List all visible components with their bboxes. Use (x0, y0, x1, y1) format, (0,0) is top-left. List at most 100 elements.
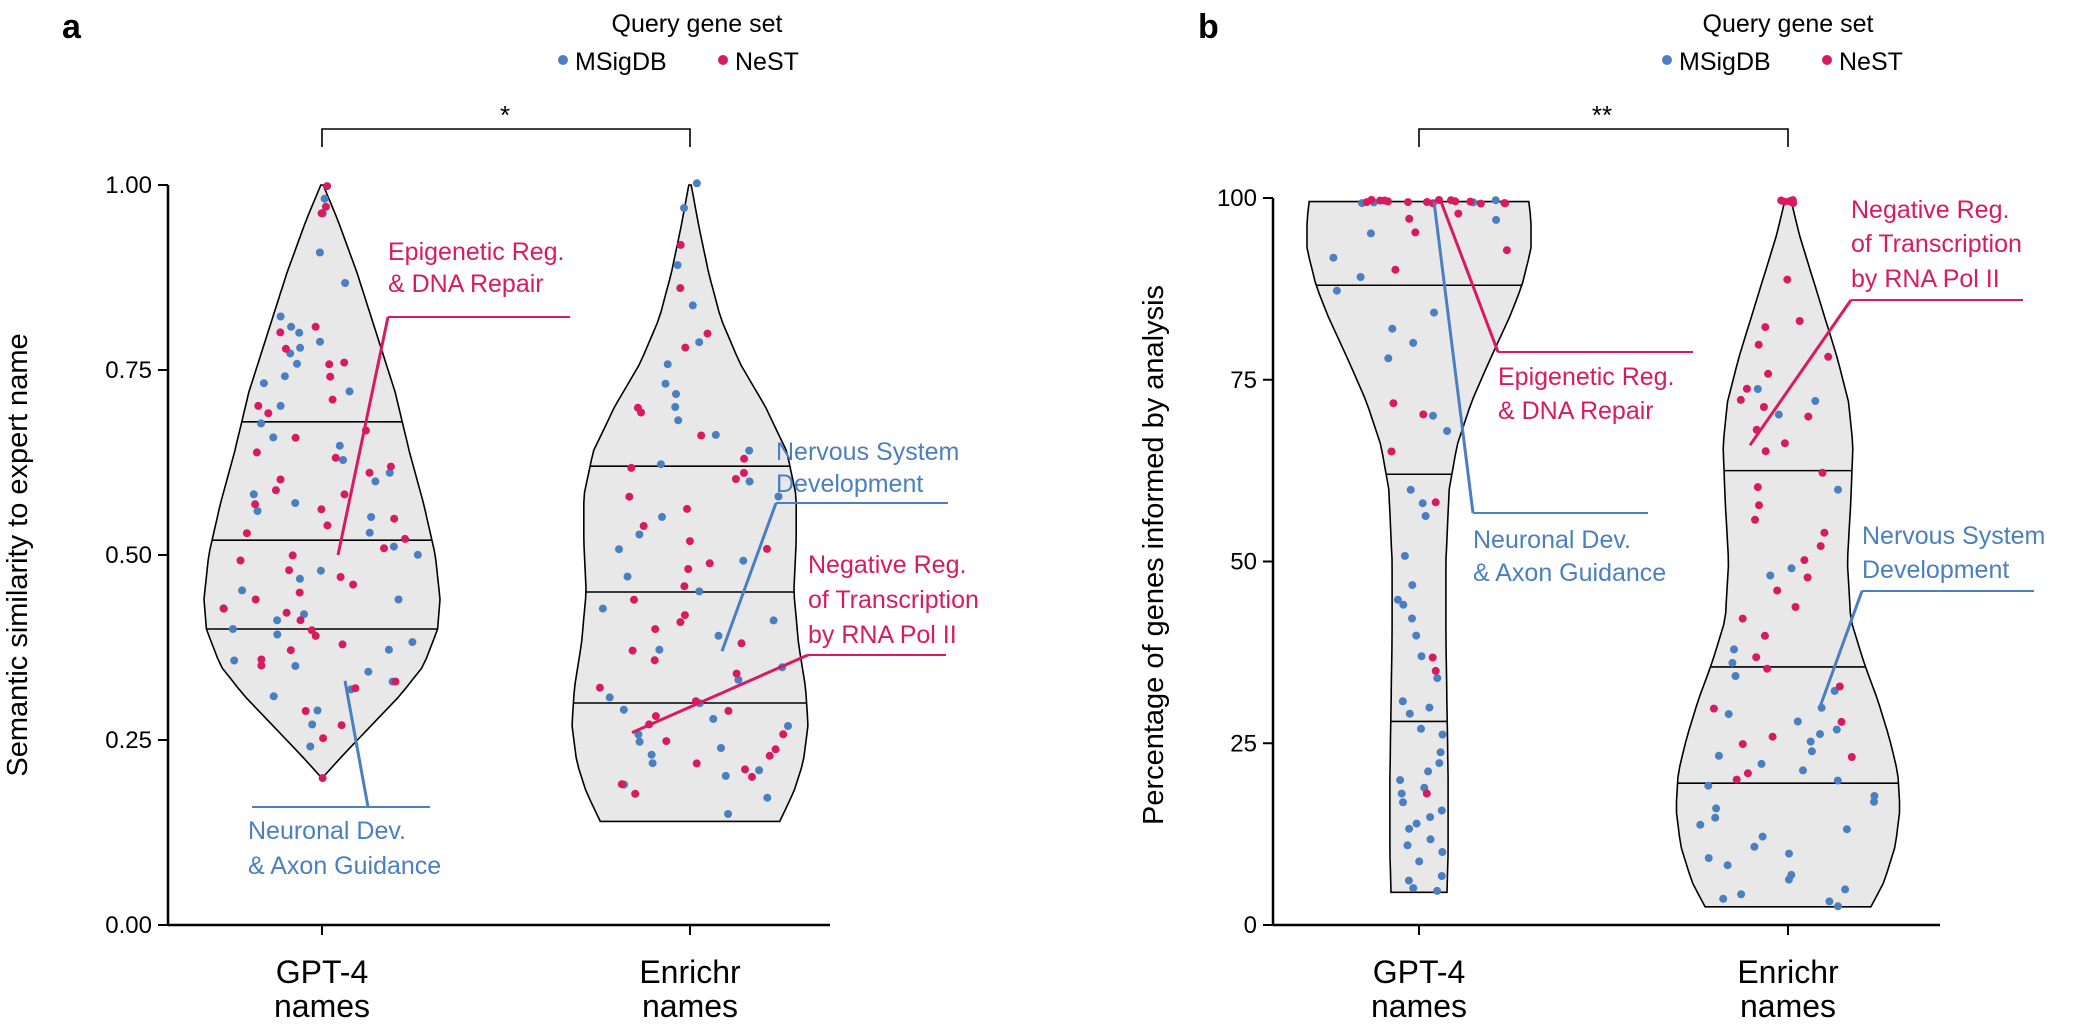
data-point-nest (328, 395, 337, 404)
data-point-nest (1754, 340, 1763, 349)
data-point-msigdb (1417, 724, 1425, 733)
data-point-nest (740, 454, 749, 463)
data-point-msigdb (1753, 385, 1762, 393)
data-point-msigdb (1724, 710, 1733, 719)
data-point-msigdb (1704, 854, 1713, 863)
data-point-nest (257, 661, 266, 670)
data-point-nest (1742, 384, 1751, 393)
data-point-msigdb (769, 616, 778, 625)
data-point-nest (321, 202, 330, 211)
data-point-nest (1764, 369, 1773, 378)
data-point-msigdb (273, 616, 282, 625)
data-point-msigdb (1723, 861, 1732, 870)
data-point-nest (317, 209, 326, 218)
data-point-nest (1804, 412, 1813, 421)
panel-b-legend-title: Query gene set (1703, 10, 1874, 38)
panel-b-points (1329, 195, 1879, 911)
data-point-msigdb (389, 542, 398, 551)
data-point-nest (630, 595, 638, 604)
data-point-nest (276, 328, 285, 337)
data-point-msigdb (269, 692, 278, 701)
data-point-msigdb (1415, 857, 1424, 866)
data-point-nest (763, 544, 771, 553)
panel-a-legend-msigdb-marker (558, 55, 568, 65)
data-point-msigdb (1388, 324, 1397, 333)
data-point-msigdb (671, 403, 680, 411)
data-point-nest (1419, 410, 1428, 419)
panel-a-annotations: Epigenetic Reg. & DNA Repair Neuronal Dev.… (248, 238, 979, 880)
data-point-msigdb (276, 401, 285, 410)
data-point-msigdb (413, 550, 422, 559)
panel-a-y-ticks: 0.00 0.25 0.50 0.75 1.00 (105, 172, 168, 939)
data-point-nest (1824, 352, 1833, 361)
data-point-nest (340, 358, 349, 367)
data-point-nest (705, 559, 714, 568)
data-point-nest (724, 706, 733, 715)
y-tick-label: 0.50 (105, 542, 152, 569)
data-point-nest (336, 573, 345, 581)
data-point-nest (771, 745, 780, 754)
data-point-nest (617, 780, 626, 789)
data-point-msigdb (1816, 730, 1824, 739)
panel-b-legend-msigdb-marker (1662, 55, 1672, 65)
data-point-nest (318, 774, 327, 783)
data-point-msigdb (259, 379, 268, 388)
data-point-msigdb (1393, 595, 1402, 604)
data-point-msigdb (1834, 485, 1842, 494)
data-point-msigdb (1833, 776, 1842, 785)
y-tick-label: 0.25 (105, 727, 152, 754)
data-point-nest (1753, 483, 1762, 492)
data-point-msigdb (1409, 338, 1418, 347)
data-point-msigdb (308, 720, 317, 729)
annotation-label: & Axon Guidance (248, 852, 441, 880)
data-point-nest (285, 566, 294, 575)
data-point-msigdb (1424, 767, 1433, 776)
data-point-msigdb (228, 625, 237, 633)
data-point-msigdb (655, 645, 664, 654)
data-point-msigdb (1408, 581, 1417, 590)
data-point-msigdb (647, 750, 656, 759)
panel-a-y-axis-label: Semantic similarity to expert name (2, 333, 34, 776)
data-point-msigdb (615, 545, 623, 554)
panel-b-violins (1306, 200, 1901, 908)
data-point-msigdb (1832, 725, 1841, 734)
data-point-nest (323, 182, 332, 191)
data-point-msigdb (291, 499, 300, 507)
data-point-msigdb (365, 528, 374, 537)
data-point-msigdb (1730, 645, 1738, 654)
data-point-msigdb (695, 587, 704, 596)
data-point-msigdb (1403, 841, 1412, 850)
annotation-leader-line (1432, 201, 1475, 514)
data-point-msigdb (774, 492, 783, 501)
data-point-nest (748, 772, 756, 781)
data-point-nest (1759, 403, 1768, 411)
violin-shape (1675, 200, 1901, 908)
data-point-msigdb (1785, 849, 1793, 858)
data-point-nest (651, 712, 660, 721)
data-point-nest (1502, 246, 1511, 255)
x-tick-label: names (1740, 988, 1836, 1024)
data-point-nest (251, 500, 260, 509)
data-point-msigdb (1750, 842, 1759, 851)
data-point-nest (1376, 196, 1385, 205)
data-point-nest (681, 343, 690, 352)
data-point-msigdb (1433, 674, 1442, 683)
annotation-leader-line (1439, 201, 1500, 353)
data-point-msigdb (1758, 832, 1767, 841)
data-point-msigdb (1437, 872, 1446, 880)
data-point-nest (1431, 498, 1440, 507)
data-point-msigdb (1711, 813, 1720, 822)
data-point-nest (236, 556, 245, 565)
data-point-nest (1466, 197, 1475, 206)
panel-a-legend-nest-marker (718, 55, 728, 65)
data-point-nest (1761, 447, 1770, 456)
data-point-msigdb (1787, 564, 1796, 573)
data-point-msigdb (1870, 797, 1878, 806)
data-point-nest (1755, 501, 1763, 510)
data-point-nest (650, 656, 659, 665)
data-point-msigdb (339, 456, 347, 464)
data-point-msigdb (688, 301, 697, 310)
data-point-nest (340, 490, 349, 499)
x-tick-label: names (274, 988, 370, 1024)
